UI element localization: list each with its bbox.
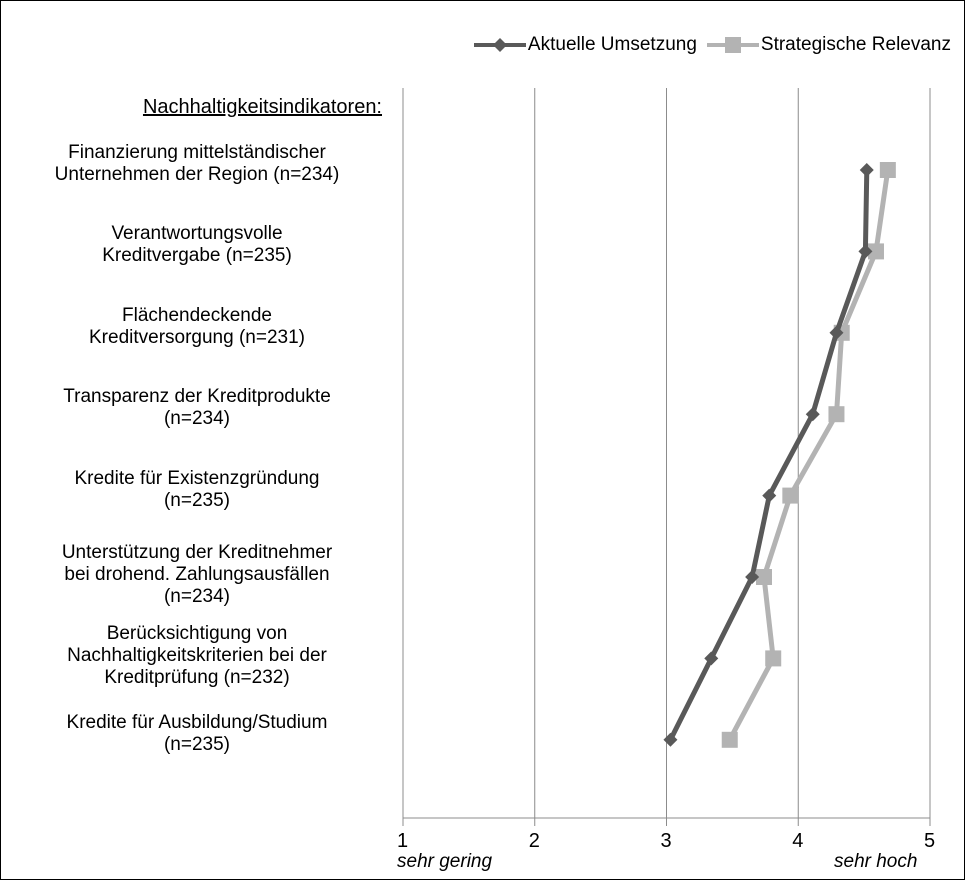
data-point-diamond bbox=[859, 163, 874, 177]
data-point-square bbox=[828, 406, 845, 423]
x-axis-low-label: sehr gering bbox=[397, 851, 493, 872]
data-point-diamond bbox=[829, 325, 844, 340]
data-point-diamond bbox=[858, 244, 873, 259]
x-tick-label: 1 bbox=[397, 830, 409, 852]
x-tick-label: 4 bbox=[792, 830, 804, 852]
legend-label: Strategische Relevanz bbox=[760, 34, 951, 55]
legend-diamond-marker-icon bbox=[473, 38, 526, 52]
category-label: Transparenz der Kreditprodukte (n=234) bbox=[63, 386, 331, 430]
data-point-diamond bbox=[663, 732, 678, 747]
data-point-diamond bbox=[805, 407, 820, 422]
category-label: Unterstützung der Kreditnehmer bei drohe… bbox=[61, 542, 333, 607]
category-label: Flächendeckende Kreditversorgung (n=231) bbox=[89, 304, 305, 348]
x-tick-label: 3 bbox=[660, 830, 672, 852]
series-line-aktuelle-umsetzung bbox=[668, 169, 870, 741]
x-tick-label: 5 bbox=[924, 830, 936, 852]
x-axis-high-label: sehr hoch bbox=[834, 851, 918, 872]
data-point-diamond bbox=[762, 488, 777, 503]
category-label: Kredite für Ausbildung/Studium (n=235) bbox=[66, 711, 328, 755]
legend-label: Aktuelle Umsetzung bbox=[527, 34, 697, 55]
data-point-diamond bbox=[745, 570, 760, 584]
category-label: Kredite für Existenzgründung (n=235) bbox=[74, 467, 320, 511]
legend-square-marker-icon bbox=[706, 37, 759, 53]
legend: Aktuelle Umsetzung Strategische Relevanz bbox=[464, 34, 951, 56]
series-line-strategische-relevanz bbox=[727, 169, 891, 741]
data-point-square bbox=[782, 487, 799, 504]
data-point-square bbox=[721, 731, 738, 748]
data-point-square bbox=[879, 162, 896, 178]
data-point-diamond bbox=[704, 651, 719, 666]
legend-item-strategische-relevanz: Strategische Relevanz bbox=[706, 34, 951, 56]
data-point-square bbox=[755, 569, 772, 585]
data-point-square bbox=[867, 243, 884, 260]
category-label: Verantwortungsvolle Kreditvergabe (n=235… bbox=[102, 223, 292, 267]
section-title: Nachhaltigkeitsindikatoren: bbox=[142, 96, 382, 118]
x-tick-label: 2 bbox=[528, 830, 540, 852]
category-label: Finanzierung mittelständischer Unternehm… bbox=[54, 142, 340, 185]
data-point-square bbox=[765, 650, 782, 667]
legend-item-aktuelle-umsetzung: Aktuelle Umsetzung bbox=[473, 34, 697, 56]
category-label: Berücksichtigung von Nachhaltigkeitskrit… bbox=[67, 623, 327, 689]
